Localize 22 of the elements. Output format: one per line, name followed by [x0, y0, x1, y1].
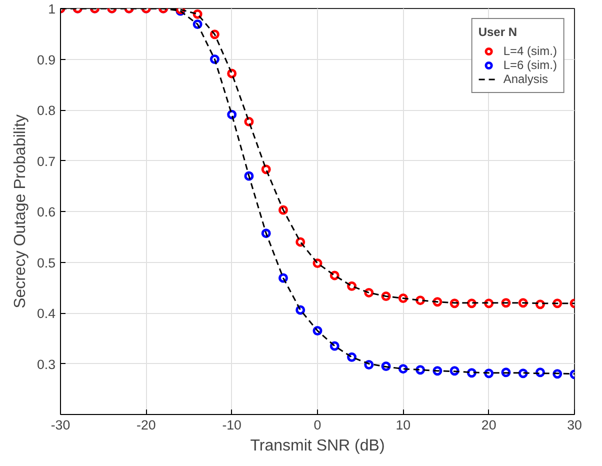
y-tick-label: 0.4 — [36, 306, 56, 321]
y-tick-label: 0.5 — [36, 255, 56, 270]
y-tick-label: 1 — [48, 2, 56, 16]
x-tick-label: 30 — [567, 418, 582, 432]
point — [535, 300, 545, 310]
y-tick-label: 0.3 — [36, 356, 56, 372]
x-tick-label: 0 — [314, 418, 322, 432]
x-tick-label: 20 — [481, 418, 496, 432]
y-tick-label: 0.6 — [36, 204, 56, 220]
x-tick-label: -10 — [222, 418, 242, 432]
legend-label: Analysis — [503, 72, 548, 86]
x-tick-label: 10 — [396, 418, 411, 432]
legend-label: L=4 (sim.) — [503, 44, 557, 58]
x-tick-label: -30 — [50, 418, 70, 432]
x-axis-title: Transmit SNR (dB) — [250, 438, 385, 454]
legend-title: User N — [478, 25, 518, 39]
y-tick-label: 0.7 — [36, 154, 56, 169]
y-tick-label: 0.8 — [36, 103, 56, 118]
x-tick-label: -20 — [136, 418, 156, 432]
y-tick-label: 0.9 — [36, 52, 56, 68]
legend-label: L=6 (sim.) — [503, 58, 557, 72]
y-axis-title: Secrecy Outage Probability — [12, 114, 29, 308]
